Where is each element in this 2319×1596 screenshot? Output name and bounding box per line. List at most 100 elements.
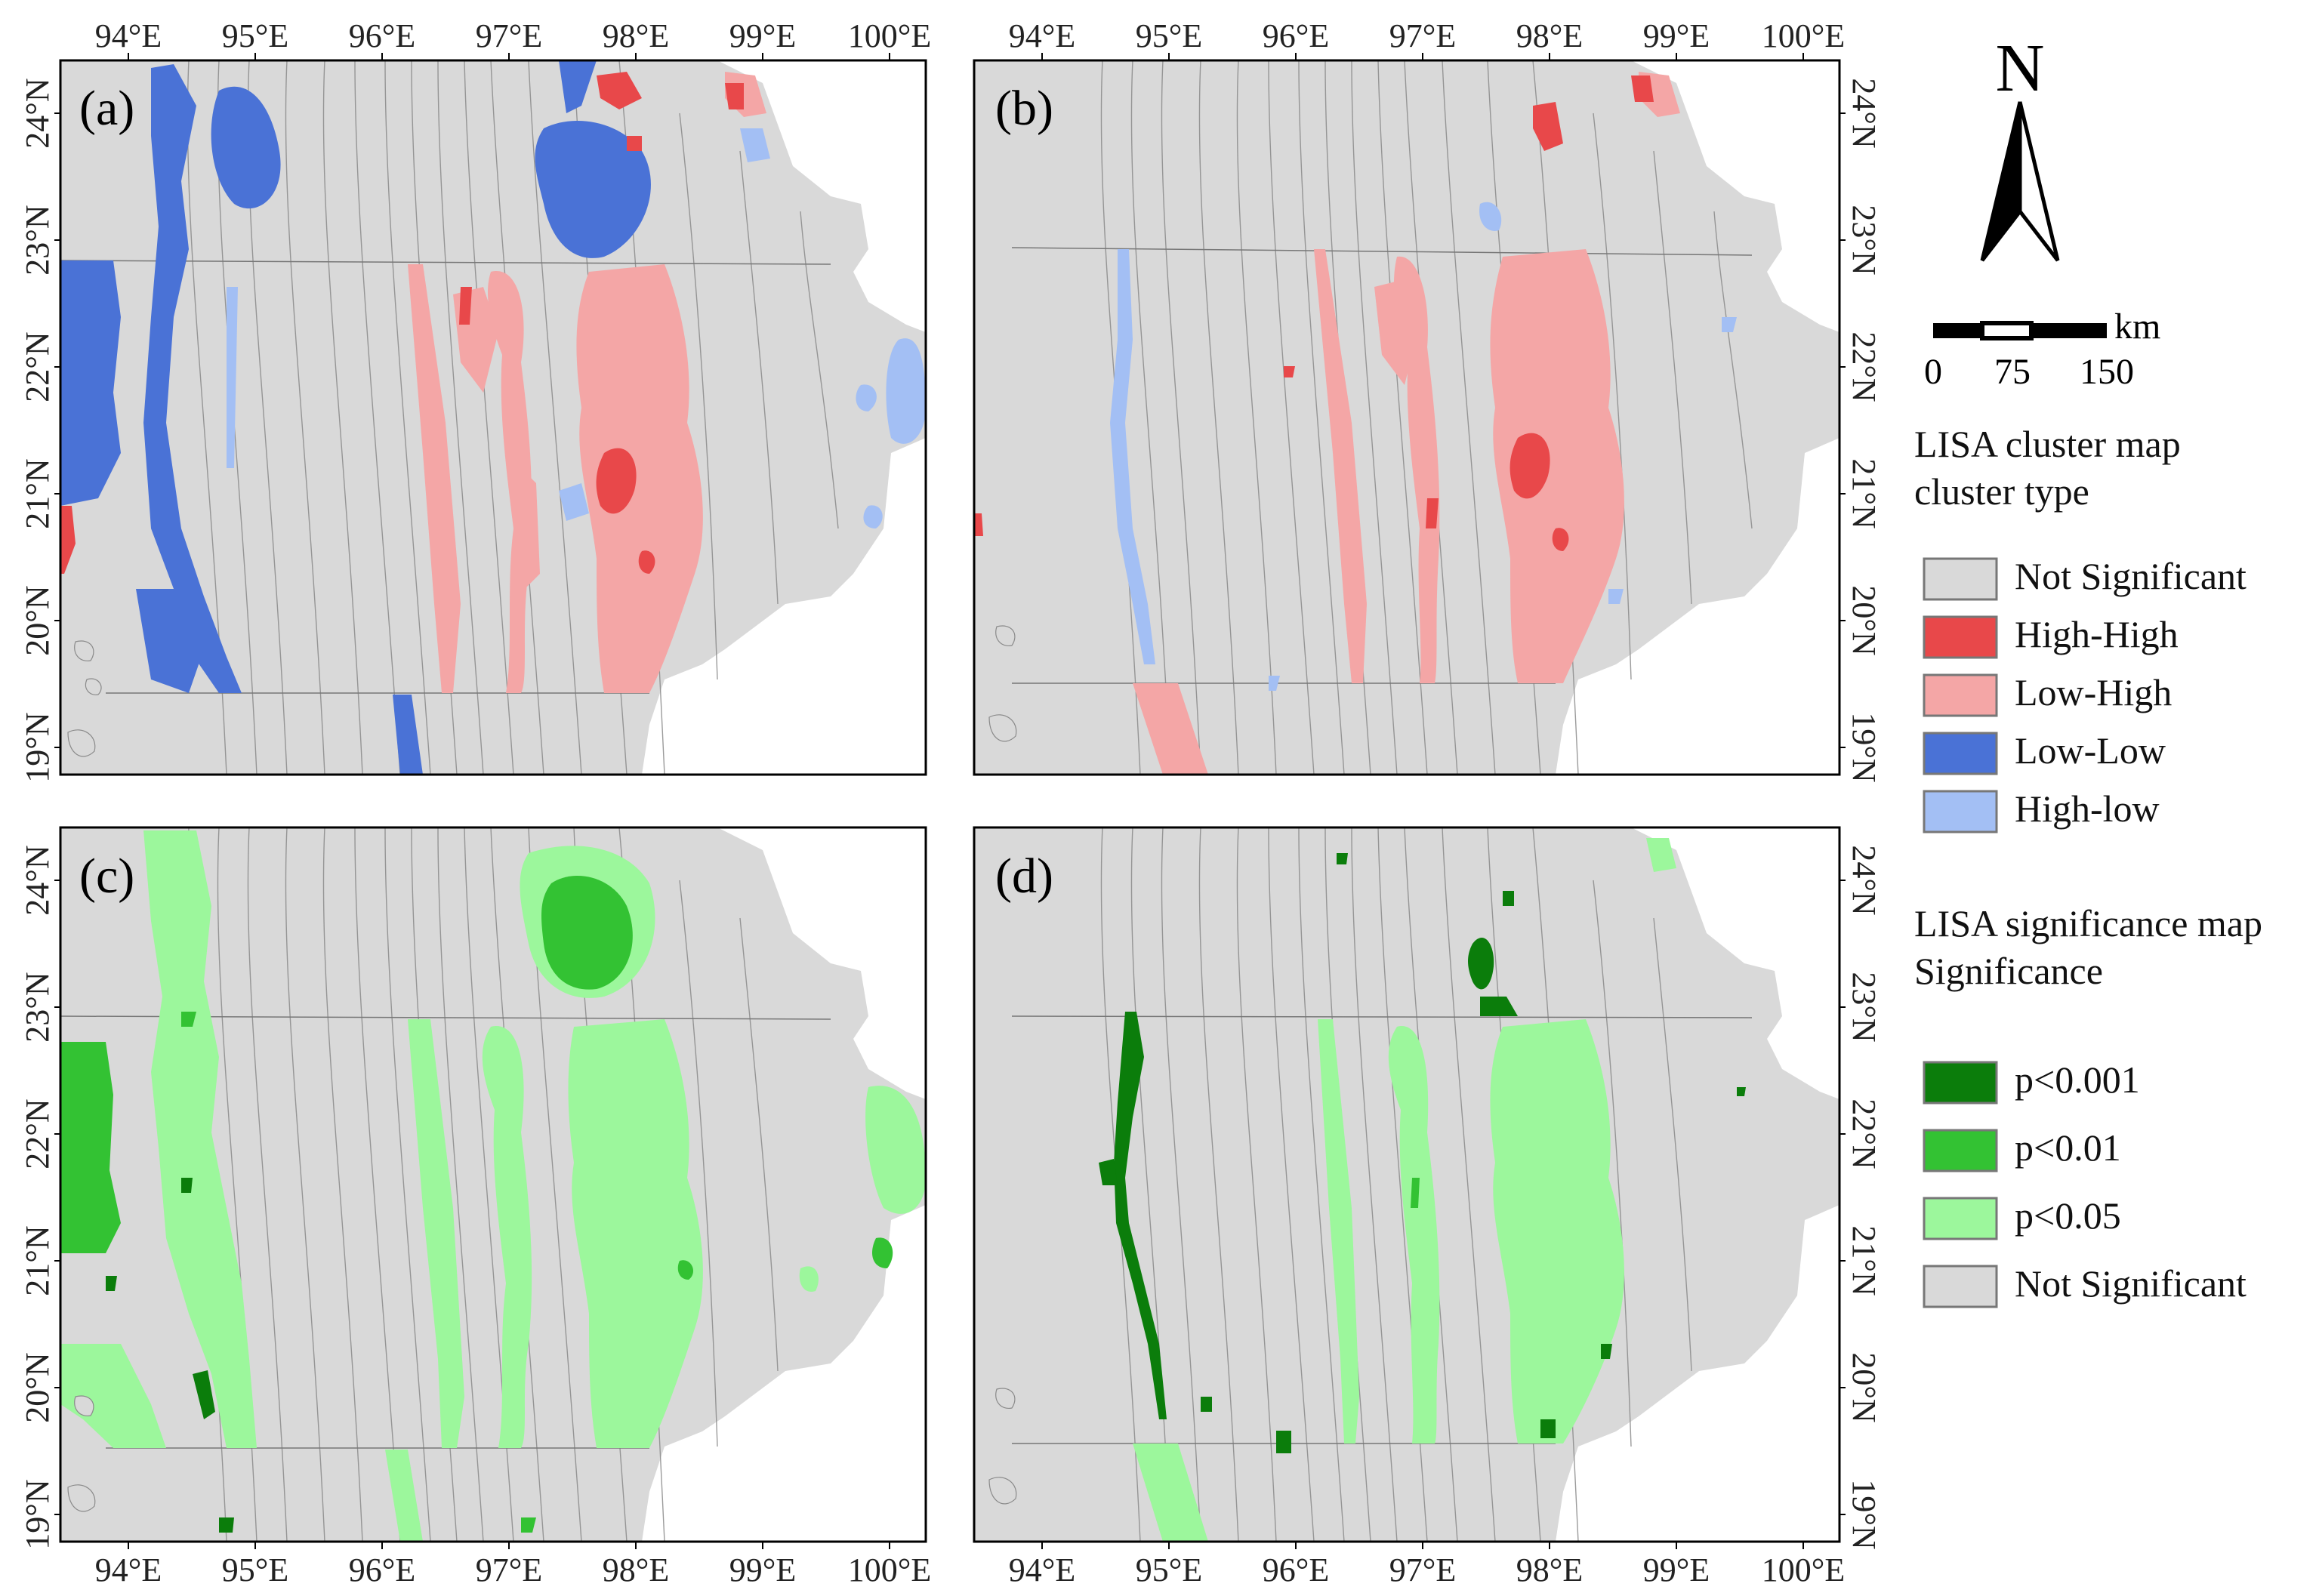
lon-label: 95°E	[1136, 1551, 1202, 1588]
legend-significance-item-label: p<0.01	[2015, 1126, 2121, 1169]
lat-label: 20°N	[1846, 1352, 1883, 1422]
legend-cluster-item-label: High-low	[2015, 787, 2160, 830]
lon-label: 99°E	[1643, 1551, 1710, 1588]
legend-cluster: LISA cluster map cluster type Not Signif…	[1914, 423, 2247, 833]
lon-label: 99°E	[729, 1551, 796, 1588]
lat-label: 20°N	[1846, 585, 1883, 655]
legend-cluster-item-label: Not Significant	[2015, 555, 2247, 597]
lon-label: 100°E	[1762, 17, 1845, 54]
panel-label: (a)	[79, 81, 134, 136]
lon-label: 96°E	[1263, 1551, 1329, 1588]
lat-label: 21°N	[1846, 1225, 1883, 1296]
lat-label: 19°N	[19, 712, 56, 782]
lon-label: 99°E	[729, 17, 796, 54]
lon-label: 97°E	[1389, 1551, 1456, 1588]
scale-bar: km 0 75 150	[1924, 307, 2160, 392]
lat-label: 20°N	[19, 1352, 56, 1422]
cluster-high-high	[60, 72, 744, 574]
legend-significance: LISA significance map Significance p<0.0…	[1914, 902, 2262, 1308]
lat-label: 24°N	[19, 78, 56, 148]
legend-cluster-item-swatch	[1923, 615, 1998, 659]
lat-label: 22°N	[19, 1098, 56, 1169]
lat-label: 19°N	[1846, 1479, 1883, 1549]
legend-significance-item-swatch	[1923, 1265, 1998, 1308]
lon-label: 97°E	[1389, 17, 1456, 54]
legend-cluster-title-2: cluster type	[1914, 470, 2089, 513]
lon-label: 98°E	[1516, 1551, 1583, 1588]
cluster-low-high	[408, 72, 766, 693]
lat-label: 21°N	[1846, 458, 1883, 528]
lon-label: 99°E	[1643, 17, 1710, 54]
lat-label: 20°N	[19, 585, 56, 655]
scale-unit: km	[2114, 307, 2160, 347]
coast-islands	[67, 1395, 96, 1512]
cluster-low-low	[60, 60, 651, 775]
legend-cluster-item-swatch	[1923, 557, 1998, 601]
lon-label: 100°E	[848, 1551, 931, 1588]
legend-significance-item-label: p<0.05	[2015, 1194, 2121, 1237]
lon-label: 97°E	[476, 1551, 542, 1588]
map-frame	[973, 826, 1841, 1543]
lon-label: 95°E	[222, 17, 288, 54]
lon-label: 96°E	[349, 17, 415, 54]
scale-tick-75: 75	[1994, 352, 2031, 392]
legend-significance-item-swatch	[1923, 1061, 1998, 1105]
lon-label: 94°E	[1009, 1551, 1075, 1588]
panel-b: (b)	[973, 59, 1841, 776]
cluster-high-high	[974, 75, 1654, 551]
lat-label: 22°N	[1846, 1098, 1883, 1169]
legend-cluster-item-swatch	[1923, 790, 1998, 833]
scale-tick-0: 0	[1924, 352, 1942, 392]
significance-p0001	[106, 1178, 234, 1533]
north-letter: N	[1996, 31, 2045, 106]
lon-label: 98°E	[603, 17, 669, 54]
significance-p0001	[1099, 853, 1746, 1453]
lon-label: 95°E	[222, 1551, 288, 1588]
lon-label: 98°E	[1516, 17, 1583, 54]
legend-cluster-item-swatch	[1923, 673, 1998, 717]
axis-labels: 94°E 95°E 96°E 97°E 98°E 99°E 100°E24°N23°N22°…	[19, 17, 1883, 1588]
significance-p005	[1133, 838, 1676, 1542]
coast-islands	[988, 1388, 1017, 1505]
legend-cluster-item-label: Low-Low	[2015, 729, 2166, 772]
lon-label: 98°E	[603, 1551, 669, 1588]
lat-label: 23°N	[1846, 205, 1883, 275]
legend-cluster-item-label: High-High	[2015, 613, 2179, 655]
legend-significance-item-label: Not Significant	[2015, 1262, 2247, 1305]
scale-tick-150: 150	[2080, 352, 2134, 392]
legend-significance-item-swatch	[1923, 1197, 1998, 1240]
lat-label: 21°N	[19, 1225, 56, 1296]
lon-label: 96°E	[349, 1551, 415, 1588]
north-arrow: N	[1980, 31, 2060, 262]
legend-significance-item-label: p<0.001	[2015, 1058, 2140, 1101]
lat-label: 23°N	[19, 972, 56, 1042]
lat-label: 22°N	[1846, 331, 1883, 402]
lat-label: 22°N	[19, 331, 56, 402]
map-frame	[973, 59, 1841, 776]
lon-label: 100°E	[848, 17, 931, 54]
panel-d: (d)	[973, 826, 1841, 1543]
legend-cluster-item-label: Low-High	[2015, 671, 2172, 713]
lon-label: 100°E	[1762, 1551, 1845, 1588]
lat-label: 24°N	[1846, 78, 1883, 148]
lat-label: 23°N	[19, 205, 56, 275]
lon-label: 96°E	[1263, 17, 1329, 54]
map-frame	[59, 59, 927, 776]
lat-label: 23°N	[1846, 972, 1883, 1042]
coast-islands	[988, 625, 1017, 742]
lat-label: 24°N	[19, 845, 56, 915]
land-polygon	[974, 60, 1839, 775]
panel-c: (c)	[59, 826, 927, 1543]
lon-label: 94°E	[95, 17, 162, 54]
legend-cluster-item-swatch	[1923, 732, 1998, 775]
lon-label: 94°E	[1009, 17, 1075, 54]
lat-label: 24°N	[1846, 845, 1883, 915]
lon-label: 95°E	[1136, 17, 1202, 54]
lat-label: 21°N	[19, 458, 56, 528]
significance-p005	[60, 830, 926, 1542]
lat-label: 19°N	[19, 1479, 56, 1549]
legend-significance-title-1: LISA significance map	[1914, 902, 2262, 944]
legend-significance-title-2: Significance	[1914, 950, 2103, 992]
panel-label: (b)	[995, 81, 1053, 136]
